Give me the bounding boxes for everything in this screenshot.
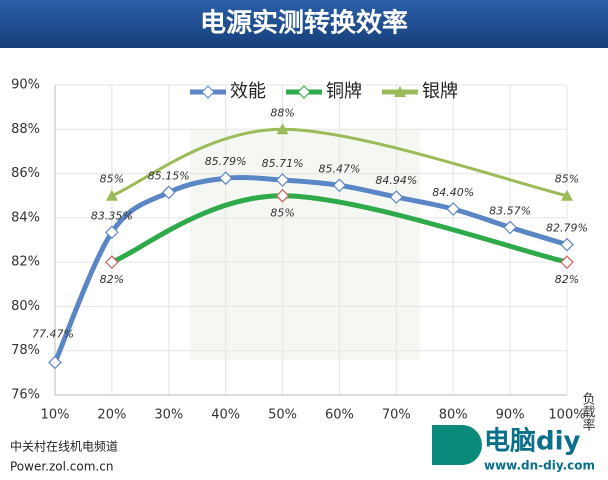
point (48, 355, 62, 370)
x-tick-label: 20% (97, 408, 126, 423)
point (218, 171, 233, 186)
value-label: 85% (555, 173, 579, 186)
y-tick-label: 90% (11, 78, 40, 93)
legend-marker (297, 85, 311, 99)
source: 中关村在线机电频道 (10, 439, 118, 454)
value-label: 82.79% (546, 222, 588, 235)
value-label: 85% (100, 173, 124, 186)
point (161, 185, 176, 200)
x-tick-label: 100% (548, 408, 585, 423)
point (561, 189, 573, 201)
point (332, 178, 347, 193)
logo-icon (432, 425, 482, 465)
x-tick-label: 40% (211, 408, 240, 423)
point (105, 255, 119, 269)
point (503, 220, 517, 235)
x-tick-label: 80% (439, 408, 468, 423)
value-label: 85% (270, 207, 294, 220)
value-label: 85.15% (148, 169, 190, 182)
value-label: 84.94% (375, 174, 417, 187)
point (560, 255, 574, 269)
x-tick-label: 30% (154, 408, 183, 423)
series-line (110, 193, 568, 265)
y-tick-label: 78% (11, 343, 40, 358)
y-tick-label: 82% (11, 255, 40, 270)
point (275, 173, 290, 187)
value-label: 82% (555, 273, 579, 286)
logo: 电脑diy (484, 427, 581, 457)
value-label: 88% (270, 106, 294, 119)
value-label: 77.47% (32, 327, 74, 340)
legend-label: 铜牌 (326, 81, 362, 102)
value-label: 83.35% (91, 209, 133, 222)
point (560, 237, 574, 252)
value-label: 85.47% (318, 162, 360, 175)
x-tick-label: 70% (382, 408, 411, 423)
value-label: 82% (100, 273, 124, 286)
series-line (111, 127, 568, 198)
point (275, 188, 290, 203)
value-label: 83.57% (489, 204, 531, 217)
legend-marker (394, 86, 406, 97)
source-url: Power.zol.com.cn (10, 460, 113, 474)
value-label: 84.40% (432, 186, 474, 199)
y-tick-label: 80% (11, 299, 40, 314)
legend-label: 银牌 (422, 81, 458, 102)
series-line (52, 174, 568, 364)
y-tick-label: 88% (11, 122, 40, 137)
x-tick-label: 60% (325, 408, 354, 423)
point (276, 123, 289, 135)
legend-marker (201, 85, 215, 99)
point (105, 189, 118, 201)
title-banner (0, 0, 608, 48)
x-tick-label: 10% (41, 408, 70, 423)
y-tick-label: 76% (11, 388, 40, 403)
point (446, 202, 461, 216)
value-label: 85.71% (262, 157, 304, 170)
y-tick-label: 86% (11, 166, 40, 181)
x-tick-label: 90% (496, 408, 525, 423)
point (389, 190, 404, 204)
point (105, 225, 119, 240)
legend-label: 效能 (230, 81, 266, 102)
x-tick-label: 50% (268, 408, 297, 423)
chart-title: 电源实测转换效率 (200, 8, 408, 39)
value-label: 85.79% (205, 155, 247, 168)
y-tick-label: 84% (11, 210, 40, 225)
x-axis-label: 负载率 (580, 392, 596, 431)
logo-url: www.dn-diy.com (484, 459, 595, 473)
